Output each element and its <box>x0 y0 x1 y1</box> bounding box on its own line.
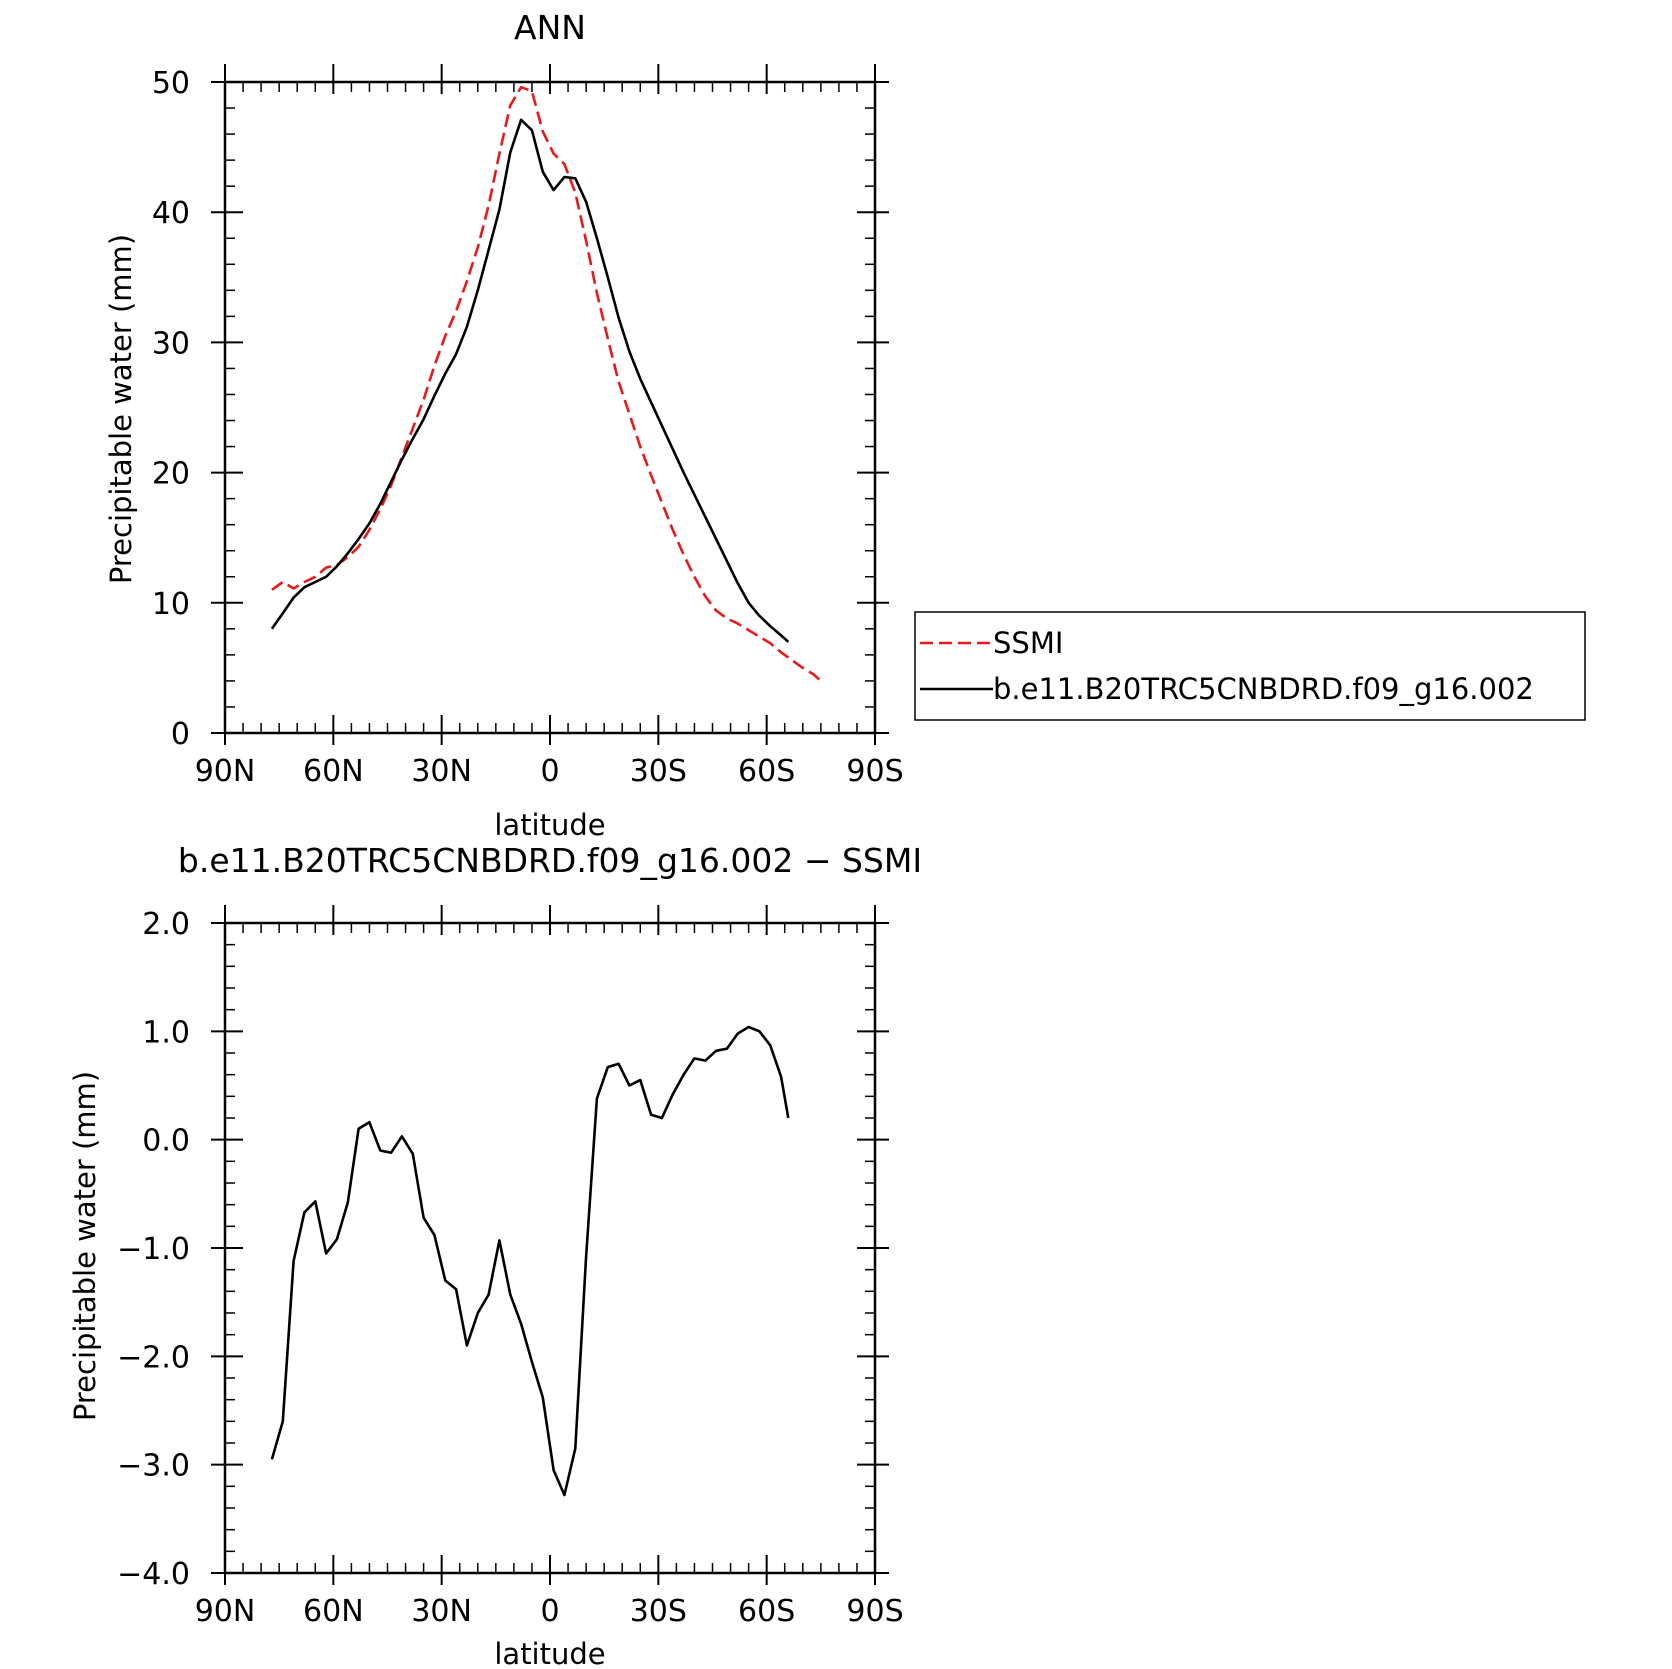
legend-item-model: b.e11.B20TRC5CNBDRD.f09_g16.002 <box>920 672 1534 706</box>
x-tick-label: 60S <box>738 1594 795 1629</box>
mean-profile-chart: ANN Precipitable water (mm) latitude 90N… <box>104 8 904 842</box>
plot-frame <box>223 80 877 735</box>
x-tick-label: 60N <box>303 754 364 789</box>
x-tick-label: 30S <box>630 1594 687 1629</box>
chart-title: ANN <box>514 8 586 47</box>
legend-label-model: b.e11.B20TRC5CNBDRD.f09_g16.002 <box>993 672 1534 706</box>
y-tick-label: −4.0 <box>117 1557 190 1592</box>
x-tick-label: 0 <box>540 754 559 789</box>
plot-area: 90N 60N 30N 0 30S 60S 90S −4.0 −3.0 −2.0 −1.0 0.0 1.… <box>117 905 904 1629</box>
series-line-model <box>270 118 790 643</box>
x-tick-label: 90S <box>846 754 903 789</box>
x-axis-title: latitude <box>494 808 605 842</box>
y-tick-label: 20 <box>152 457 190 492</box>
chart-title: b.e11.B20TRC5CNBDRD.f09_g16.002 − SSMI <box>178 841 922 880</box>
series-line-model <box>270 1025 790 1497</box>
y-tick-label: 40 <box>152 196 190 231</box>
y-tick-label: 50 <box>152 66 190 101</box>
x-tick-label: 90S <box>846 1594 903 1629</box>
x-tick-label: 90N <box>195 754 256 789</box>
plot-area: 90N 60N 30N 0 30S 60S 90S 0 10 20 30 40 50 <box>152 64 904 789</box>
x-tick-label: 30N <box>411 754 472 789</box>
series-line-ssmi <box>271 85 822 682</box>
y-tick-label: −1.0 <box>117 1232 190 1267</box>
y-tick-label: −2.0 <box>117 1340 190 1375</box>
y-tick-label: 1.0 <box>142 1015 190 1050</box>
x-tick-label: 0 <box>540 1594 559 1629</box>
y-axis-title: Precipitable water (mm) <box>68 1071 102 1421</box>
x-tick-label: 30N <box>411 1594 472 1629</box>
legend-label-ssmi: SSMI <box>993 626 1063 660</box>
y-axis-title: Precipitable water (mm) <box>104 234 138 584</box>
legend: SSMI b.e11.B20TRC5CNBDRD.f09_g16.002 <box>914 611 1586 721</box>
x-axis-title: latitude <box>494 1637 605 1669</box>
legend-item-ssmi: SSMI <box>920 626 1063 660</box>
x-tick-label: 60N <box>303 1594 364 1629</box>
y-tick-label: −3.0 <box>117 1449 190 1484</box>
plot-frame <box>223 921 877 1575</box>
y-tick-label: 0.0 <box>142 1124 190 1159</box>
x-tick-label: 90N <box>195 1594 256 1629</box>
x-tick-label: 60S <box>738 754 795 789</box>
legend-box <box>914 611 1586 721</box>
y-tick-label: 30 <box>152 326 190 361</box>
y-tick-label: 2.0 <box>142 907 190 942</box>
y-tick-label: 10 <box>152 587 190 622</box>
x-tick-label: 30S <box>630 754 687 789</box>
y-tick-label: 0 <box>171 717 190 752</box>
difference-chart: b.e11.B20TRC5CNBDRD.f09_g16.002 − SSMI P… <box>68 841 922 1669</box>
